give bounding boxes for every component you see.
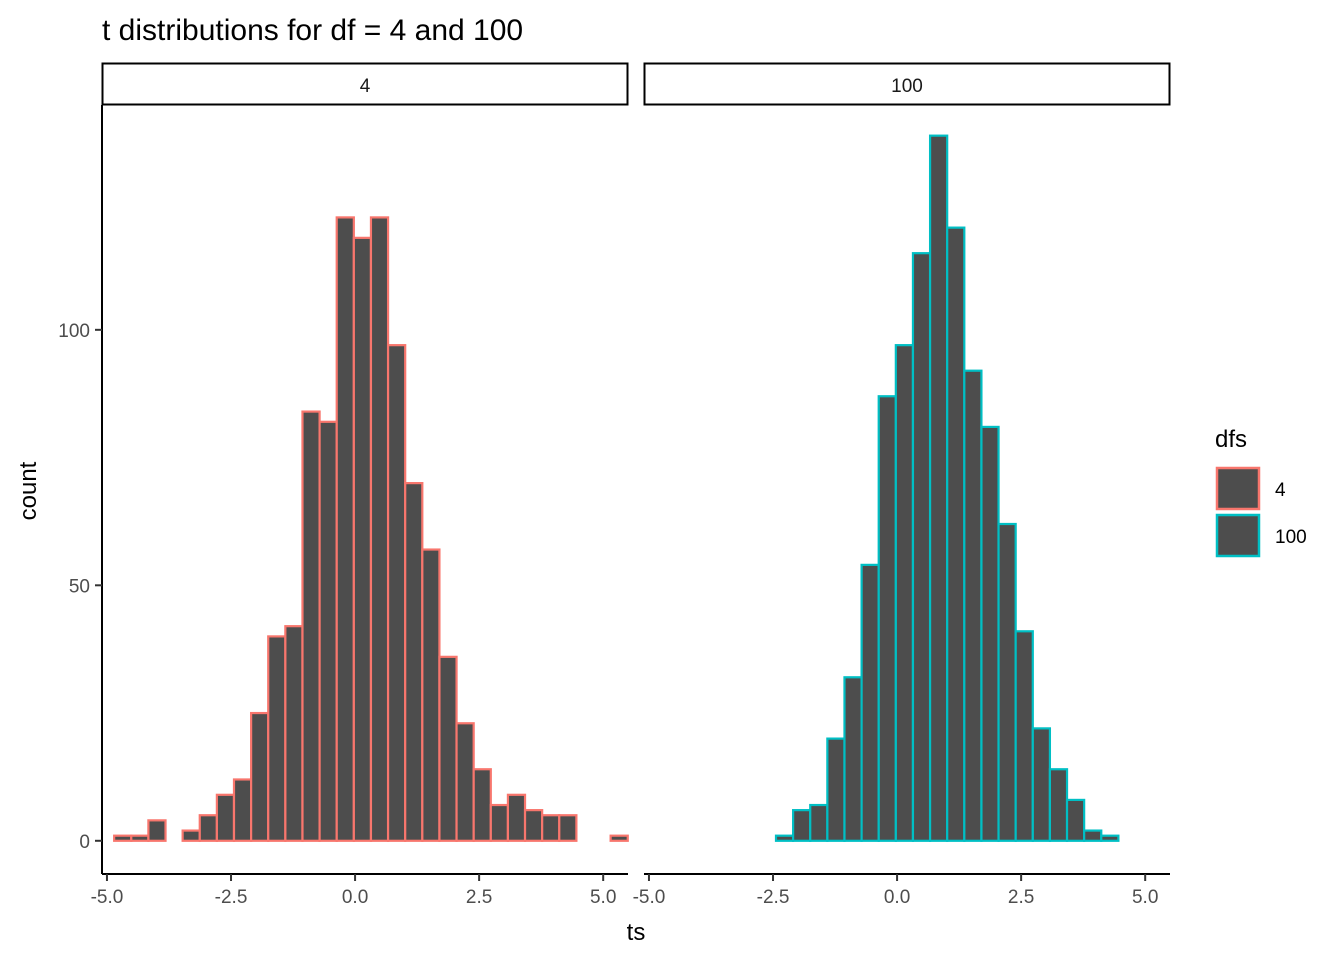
histogram-bar [438,655,458,842]
x-axis-df-100: -5.0 -2.5 0.0 2.5 5.0 [633,873,1170,908]
histogram-bar [198,814,218,842]
legend-item-100: 100 [1215,513,1307,558]
histogram-bar [963,369,983,842]
histogram-bar [997,522,1017,842]
x-tick-label: 5.0 [590,887,616,908]
histogram-bar [130,834,150,842]
histogram-bar [860,563,880,842]
histogram-bar [472,768,492,842]
histogram-bar [928,134,949,842]
histogram-bar [386,344,407,842]
x-tick-label: 2.5 [1008,887,1034,908]
histogram-bar [369,216,390,842]
legend-label-4: 4 [1275,480,1286,501]
histogram-bar [284,625,304,842]
histogram-bar [894,344,915,842]
histogram-bar [1065,798,1086,842]
histogram-bar [506,793,527,842]
x-tick-label: -2.5 [757,887,790,908]
legend-label-100: 100 [1275,527,1307,548]
histogram-bar [250,711,270,842]
legend-key-4 [1215,466,1261,511]
bars-df-100 [774,134,1120,842]
histogram-bar [1014,630,1034,842]
histogram-bar [1083,829,1103,842]
x-tick-label: -2.5 [215,887,248,908]
legend-title: dfs [1215,426,1247,453]
histogram-bar [489,803,510,842]
histogram-bar [318,420,338,842]
histogram-bar [1048,768,1069,842]
histogram-bar [232,778,253,842]
histogram-bar [1100,834,1120,842]
histogram-bar [147,819,167,842]
y-axis-title: count [15,461,42,520]
chart-title: t distributions for df = 4 and 100 [102,14,523,47]
x-tick-label: 0.0 [884,887,910,908]
x-axis-df-4: -5.0 -2.5 0.0 2.5 5.0 [91,873,628,908]
histogram-bar [267,635,287,842]
histogram-bar [792,809,812,842]
histogram-bar [809,803,829,842]
histogram-bar [335,216,355,842]
x-axis-title: ts [627,919,646,946]
histogram-bar [215,793,236,842]
histogram-bar [541,814,561,842]
strip-label-df-100: 100 [891,76,923,97]
histogram-bar [421,548,441,842]
x-tick-label: -5.0 [633,887,666,908]
histogram-bar [113,834,133,842]
histogram-bar [826,737,846,842]
histogram-bar [352,236,373,842]
y-tick-label: 0 [79,832,90,853]
histogram-bar [843,676,863,842]
y-axis: 0 50 100 [58,105,103,874]
bars-df-4 [113,216,629,842]
legend-item-4: 4 [1215,466,1286,511]
histogram-bar [404,482,424,842]
histogram-bar [301,410,321,842]
legend: dfs 4 100 [1215,426,1307,558]
histogram-bar [1031,727,1052,842]
strip-df-100 [643,62,1171,106]
histogram-bar [455,722,475,842]
panel-df-4: 4 -5.0 -2.5 0.0 2.5 5.0 [91,62,629,908]
histogram-bar [774,834,795,842]
y-tick-label: 50 [69,576,90,597]
histogram-bar [558,814,578,842]
histogram-bar [181,829,201,842]
x-tick-label: 0.0 [342,887,368,908]
histogram-bar [609,834,629,842]
strip-df-4 [101,62,629,106]
histogram-bar [911,252,932,842]
y-tick-label: 100 [58,321,90,342]
panel-df-100: 100 -5.0 -2.5 0.0 2.5 5.0 [633,62,1171,908]
histogram-bar [523,809,544,842]
strip-label-df-4: 4 [360,76,371,97]
histogram-bar [946,226,966,842]
histogram-bar [877,395,897,842]
x-tick-label: 5.0 [1132,887,1158,908]
x-tick-label: -5.0 [91,887,124,908]
legend-key-100 [1215,513,1261,558]
x-tick-label: 2.5 [466,887,492,908]
histogram-bar [980,425,1000,842]
